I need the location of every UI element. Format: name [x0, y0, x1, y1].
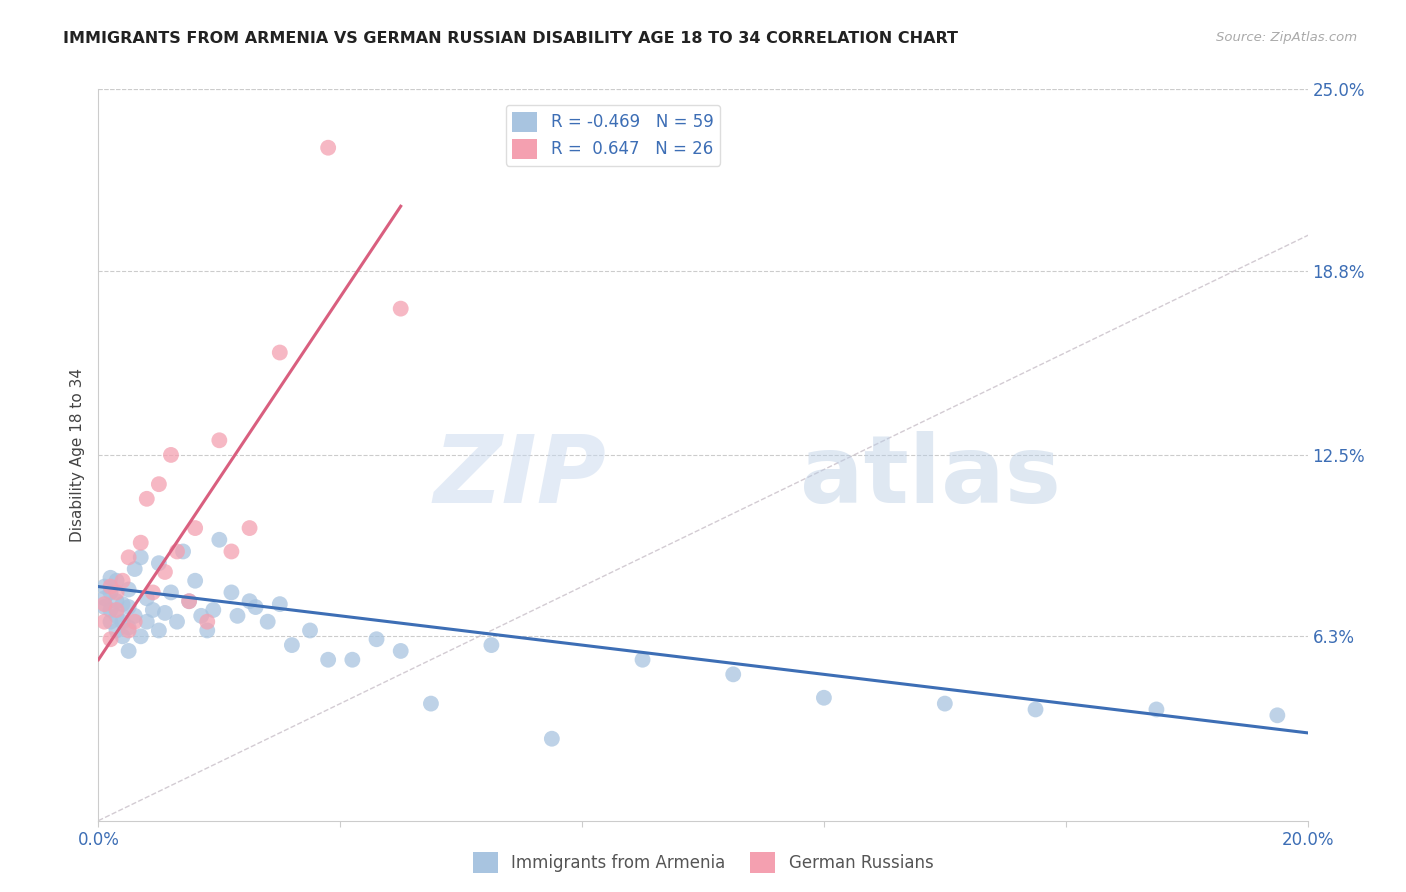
Point — [723, 667, 745, 681]
Point — [226, 608, 249, 623]
Point — [190, 608, 212, 623]
Point — [166, 615, 188, 629]
Point — [934, 697, 956, 711]
Point — [245, 600, 267, 615]
Point — [135, 591, 157, 606]
Point — [111, 597, 134, 611]
Point — [105, 594, 128, 608]
Point — [124, 608, 146, 623]
Point — [142, 585, 165, 599]
Point — [281, 638, 304, 652]
Point — [118, 600, 141, 615]
Point — [256, 615, 278, 629]
Point — [148, 556, 170, 570]
Point — [195, 624, 218, 638]
Legend: R = -0.469   N = 59, R =  0.647   N = 26: R = -0.469 N = 59, R = 0.647 N = 26 — [506, 105, 720, 166]
Point — [179, 594, 201, 608]
Point — [105, 624, 128, 638]
Point — [118, 644, 141, 658]
Point — [118, 621, 141, 635]
Point — [366, 632, 388, 647]
Point — [221, 585, 243, 599]
Point — [100, 603, 122, 617]
Point — [389, 301, 412, 316]
Legend: Immigrants from Armenia, German Russians: Immigrants from Armenia, German Russians — [465, 846, 941, 880]
Point — [124, 615, 146, 629]
Point — [93, 600, 115, 615]
Point — [118, 582, 141, 597]
Point — [166, 544, 188, 558]
Point — [93, 597, 115, 611]
Point — [316, 653, 339, 667]
Point — [135, 491, 157, 506]
Point — [172, 544, 194, 558]
Point — [148, 624, 170, 638]
Point — [124, 562, 146, 576]
Point — [100, 580, 122, 594]
Point — [269, 597, 291, 611]
Point — [299, 624, 322, 638]
Point — [100, 571, 122, 585]
Point — [105, 608, 128, 623]
Point — [100, 585, 122, 599]
Point — [160, 585, 183, 599]
Point — [316, 141, 339, 155]
Point — [813, 690, 835, 705]
Text: IMMIGRANTS FROM ARMENIA VS GERMAN RUSSIAN DISABILITY AGE 18 TO 34 CORRELATION CH: IMMIGRANTS FROM ARMENIA VS GERMAN RUSSIA… — [63, 31, 959, 46]
Point — [221, 544, 243, 558]
Point — [239, 594, 262, 608]
Point — [631, 653, 654, 667]
Point — [148, 477, 170, 491]
Text: atlas: atlas — [800, 431, 1060, 523]
Point — [184, 521, 207, 535]
Point — [420, 697, 443, 711]
Point — [93, 580, 115, 594]
Point — [93, 615, 115, 629]
Point — [100, 615, 122, 629]
Point — [179, 594, 201, 608]
Point — [269, 345, 291, 359]
Text: ZIP: ZIP — [433, 431, 606, 523]
Point — [142, 603, 165, 617]
Point — [129, 629, 152, 643]
Y-axis label: Disability Age 18 to 34: Disability Age 18 to 34 — [69, 368, 84, 542]
Point — [540, 731, 562, 746]
Point — [239, 521, 262, 535]
Point — [118, 624, 141, 638]
Point — [111, 615, 134, 629]
Point — [100, 632, 122, 647]
Point — [389, 644, 412, 658]
Point — [481, 638, 503, 652]
Point — [1267, 708, 1289, 723]
Point — [195, 615, 218, 629]
Point — [111, 574, 134, 588]
Point — [184, 574, 207, 588]
Point — [208, 533, 231, 547]
Point — [135, 615, 157, 629]
Point — [105, 585, 128, 599]
Point — [342, 653, 364, 667]
Point — [111, 629, 134, 643]
Point — [153, 565, 176, 579]
Point — [105, 574, 128, 588]
Point — [153, 606, 176, 620]
Point — [160, 448, 183, 462]
Text: Source: ZipAtlas.com: Source: ZipAtlas.com — [1216, 31, 1357, 45]
Point — [93, 591, 115, 606]
Point — [105, 603, 128, 617]
Point — [129, 550, 152, 565]
Point — [1024, 702, 1046, 716]
Point — [118, 550, 141, 565]
Point — [202, 603, 225, 617]
Point — [129, 535, 152, 549]
Point — [1144, 702, 1167, 716]
Point — [208, 434, 231, 448]
